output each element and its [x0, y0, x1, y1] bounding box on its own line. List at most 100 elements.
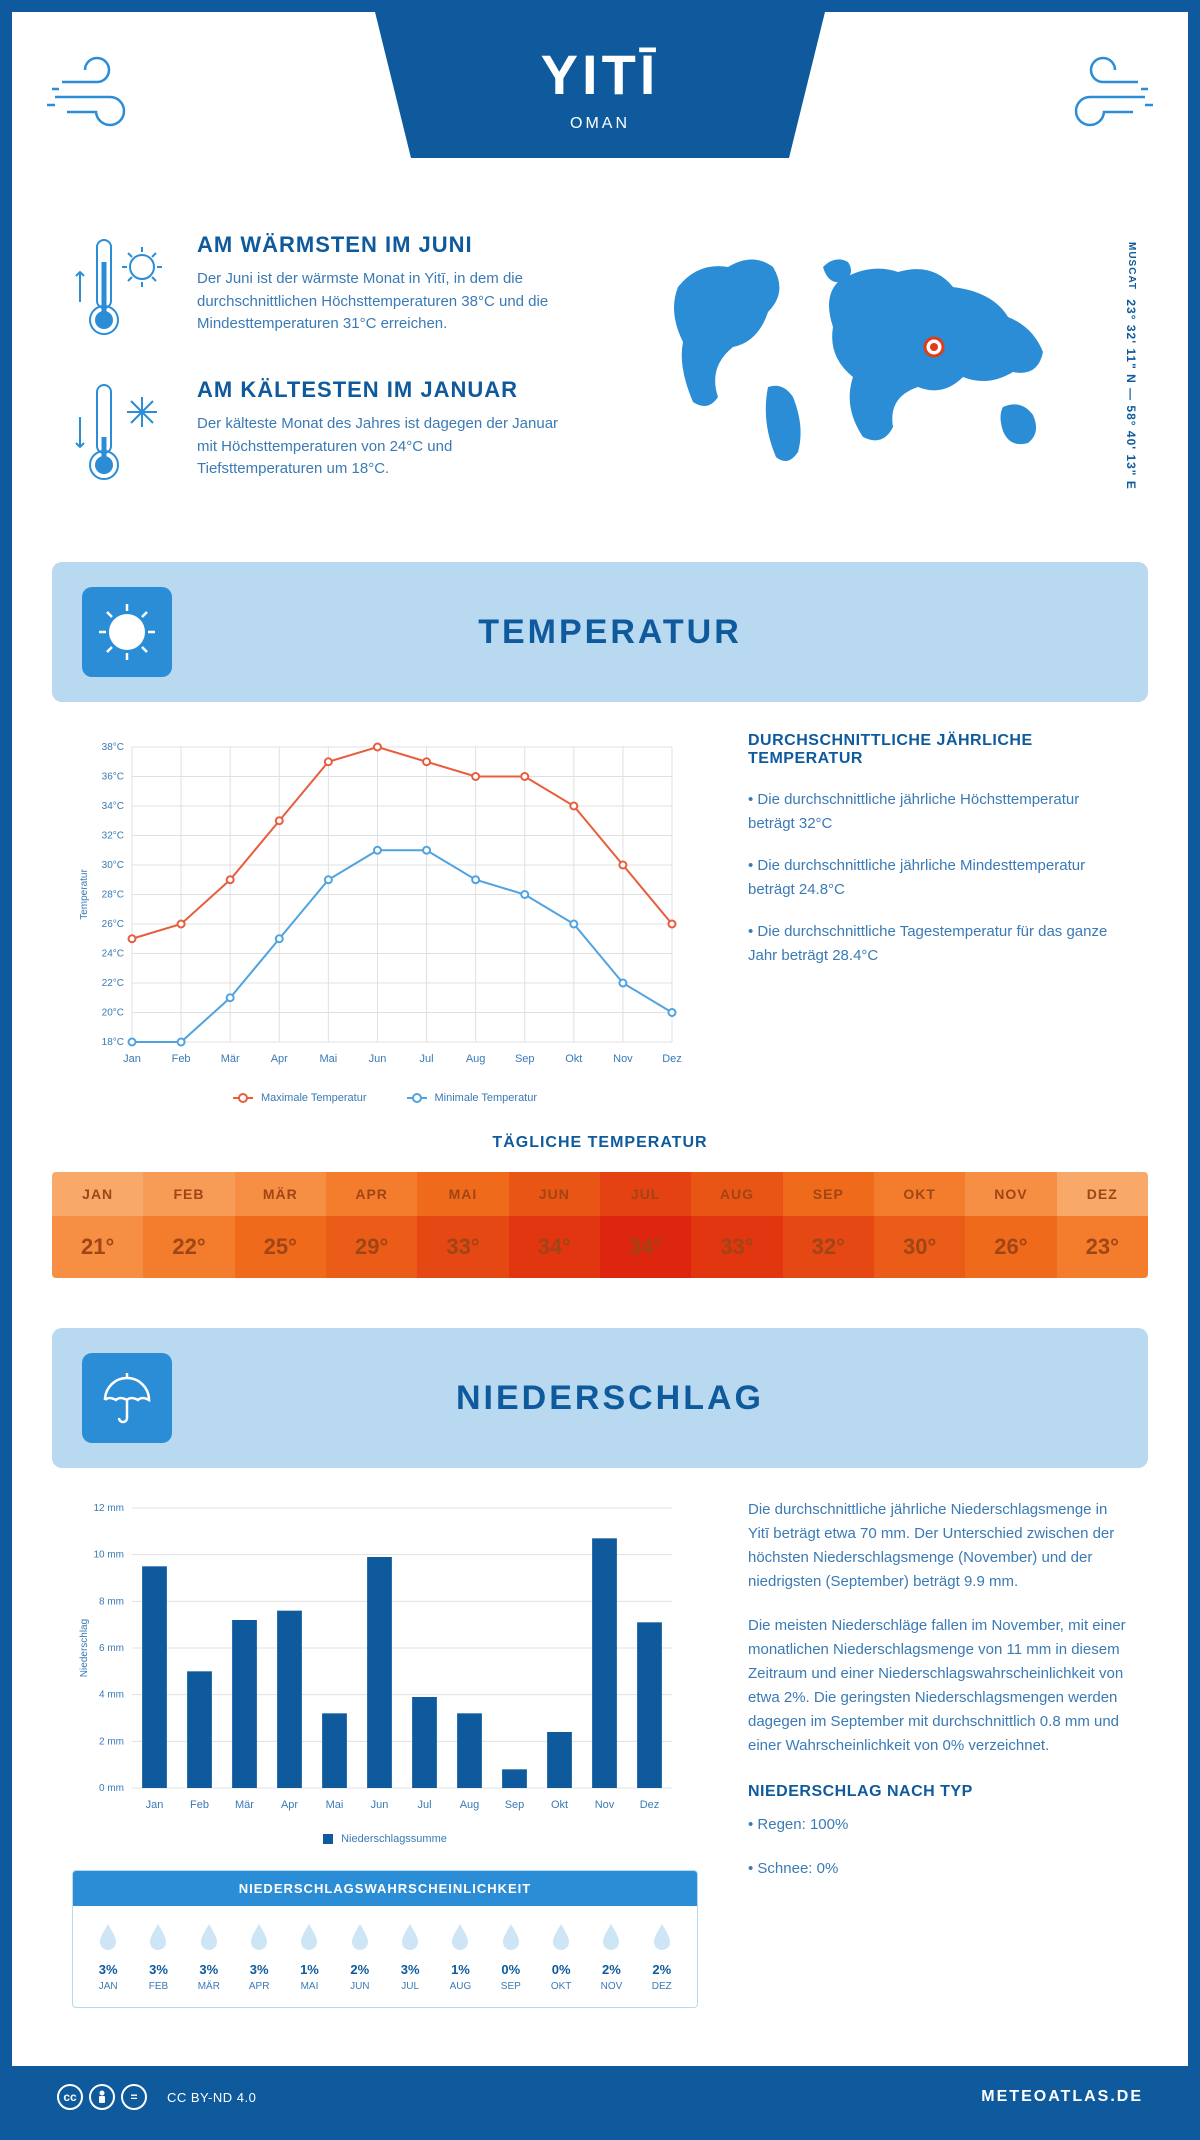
thermometer-cold-icon — [72, 377, 172, 487]
svg-text:10 mm: 10 mm — [93, 1550, 124, 1561]
coldest-text: Der kälteste Monat des Jahres ist dagege… — [197, 413, 577, 481]
world-map-icon — [648, 232, 1088, 472]
prob-cell: 1%AUG — [435, 1921, 485, 1992]
cc-icon: cc — [57, 2084, 83, 2110]
svg-text:Sep: Sep — [515, 1053, 535, 1065]
umbrella-icon — [82, 1353, 172, 1443]
warmest-block: AM WÄRMSTEN IM JUNI Der Juni ist der wär… — [72, 232, 608, 342]
temp-cell: MÄR 25° — [235, 1172, 326, 1278]
temperature-body: 18°C20°C22°C24°C26°C28°C30°C32°C34°C36°C… — [12, 732, 1188, 1134]
nd-icon: = — [121, 2084, 147, 2110]
svg-text:30°C: 30°C — [102, 860, 124, 871]
temp-cell: JUN 34° — [509, 1172, 600, 1278]
prob-title: NIEDERSCHLAGSWAHRSCHEINLICHKEIT — [73, 1871, 697, 1906]
svg-text:28°C: 28°C — [102, 890, 124, 901]
drop-icon — [448, 1921, 472, 1951]
svg-text:Nov: Nov — [613, 1053, 633, 1065]
drop-icon — [247, 1921, 271, 1951]
svg-text:2 mm: 2 mm — [99, 1736, 124, 1747]
wind-icon — [1043, 47, 1153, 147]
prob-cell: 3%JAN — [83, 1921, 133, 1992]
footer: cc = CC BY-ND 4.0 METEOATLAS.DE — [12, 2066, 1188, 2128]
precip-title: NIEDERSCHLAG — [202, 1379, 1018, 1418]
svg-text:Jul: Jul — [417, 1799, 431, 1811]
warmest-text: Der Juni ist der wärmste Monat in Yitī, … — [197, 268, 577, 336]
drop-icon — [599, 1921, 623, 1951]
cc-badge: cc = CC BY-ND 4.0 — [57, 2084, 256, 2110]
svg-text:34°C: 34°C — [102, 801, 124, 812]
drop-icon — [348, 1921, 372, 1951]
precip-header: NIEDERSCHLAG — [52, 1328, 1148, 1468]
temp-cell: NOV 26° — [965, 1172, 1056, 1278]
prob-cell: 2%DEZ — [637, 1921, 687, 1992]
svg-text:26°C: 26°C — [102, 919, 124, 930]
svg-text:Sep: Sep — [505, 1799, 525, 1811]
coordinates: MUSCAT 23° 32' 11" N — 58° 40' 13" E — [1124, 242, 1138, 490]
drop-icon — [650, 1921, 674, 1951]
svg-text:Apr: Apr — [281, 1799, 298, 1811]
coldest-block: AM KÄLTESTEN IM JANUAR Der kälteste Mona… — [72, 377, 608, 487]
temp-cell: AUG 33° — [691, 1172, 782, 1278]
svg-text:Feb: Feb — [172, 1053, 191, 1065]
svg-text:0 mm: 0 mm — [99, 1783, 124, 1794]
svg-text:6 mm: 6 mm — [99, 1643, 124, 1654]
svg-text:Apr: Apr — [271, 1053, 288, 1065]
svg-text:4 mm: 4 mm — [99, 1690, 124, 1701]
temp-text-title: DURCHSCHNITTLICHE JÄHRLICHE TEMPERATUR — [748, 732, 1128, 768]
temp-cell: SEP 32° — [783, 1172, 874, 1278]
svg-text:Aug: Aug — [466, 1053, 486, 1065]
svg-text:Feb: Feb — [190, 1799, 209, 1811]
drop-icon — [549, 1921, 573, 1951]
intro-section: AM WÄRMSTEN IM JUNI Der Juni ist der wär… — [12, 232, 1188, 562]
map-panel: MUSCAT 23° 32' 11" N — 58° 40' 13" E — [648, 232, 1128, 522]
prob-cell: 3%APR — [234, 1921, 284, 1992]
temp-bullet: • Die durchschnittliche jährliche Höchst… — [748, 788, 1128, 836]
svg-text:Mär: Mär — [221, 1053, 240, 1065]
precip-bar-chart: 0 mm2 mm4 mm6 mm8 mm10 mm12 mmNiederschl… — [72, 1498, 692, 1818]
map-pin-icon — [923, 336, 945, 358]
precip-type: • Regen: 100% — [748, 1813, 1128, 1837]
svg-text:18°C: 18°C — [102, 1037, 124, 1048]
prob-cell: 0%SEP — [486, 1921, 536, 1992]
svg-text:Jan: Jan — [146, 1799, 164, 1811]
title-banner: YITĪ OMAN — [375, 12, 825, 158]
precip-body: 0 mm2 mm4 mm6 mm8 mm10 mm12 mmNiederschl… — [12, 1498, 1188, 2038]
precip-type-title: NIEDERSCHLAG NACH TYP — [748, 1783, 1128, 1801]
coldest-title: AM KÄLTESTEN IM JANUAR — [197, 377, 577, 403]
temp-cell: FEB 22° — [143, 1172, 234, 1278]
wind-icon — [47, 47, 157, 147]
svg-text:Temperatur: Temperatur — [79, 869, 90, 920]
prob-cell: 3%MÄR — [184, 1921, 234, 1992]
page-subtitle: OMAN — [465, 115, 735, 133]
svg-text:24°C: 24°C — [102, 949, 124, 960]
temp-cell: JUL 34° — [600, 1172, 691, 1278]
svg-text:22°C: 22°C — [102, 978, 124, 989]
temp-cell: DEZ 23° — [1057, 1172, 1148, 1278]
temp-legend: Maximale Temperatur Minimale Temperatur — [72, 1092, 698, 1104]
precip-legend: Niederschlagssumme — [72, 1833, 698, 1845]
svg-text:Mai: Mai — [326, 1799, 344, 1811]
svg-text:20°C: 20°C — [102, 1008, 124, 1019]
drop-icon — [499, 1921, 523, 1951]
header: YITĪ OMAN — [12, 12, 1188, 192]
svg-text:Nov: Nov — [595, 1799, 615, 1811]
drop-icon — [146, 1921, 170, 1951]
footer-brand: METEOATLAS.DE — [981, 2088, 1143, 2106]
temp-cell: APR 29° — [326, 1172, 417, 1278]
thermometer-hot-icon — [72, 232, 172, 342]
probability-box: NIEDERSCHLAGSWAHRSCHEINLICHKEIT 3%JAN 3%… — [72, 1870, 698, 2008]
precip-para: Die meisten Niederschläge fallen im Nove… — [748, 1614, 1128, 1758]
drop-icon — [197, 1921, 221, 1951]
prob-cell: 3%JUL — [385, 1921, 435, 1992]
temp-cell: JAN 21° — [52, 1172, 143, 1278]
drop-icon — [297, 1921, 321, 1951]
temperature-header: TEMPERATUR — [52, 562, 1148, 702]
svg-text:8 mm: 8 mm — [99, 1596, 124, 1607]
prob-cell: 2%NOV — [586, 1921, 636, 1992]
svg-text:Aug: Aug — [460, 1799, 480, 1811]
sun-icon — [82, 587, 172, 677]
prob-cell: 0%OKT — [536, 1921, 586, 1992]
prob-cell: 2%JUN — [335, 1921, 385, 1992]
daily-temp-table: JAN 21° FEB 22° MÄR 25° APR 29° MAI 33° … — [52, 1172, 1148, 1278]
svg-text:Mai: Mai — [319, 1053, 337, 1065]
